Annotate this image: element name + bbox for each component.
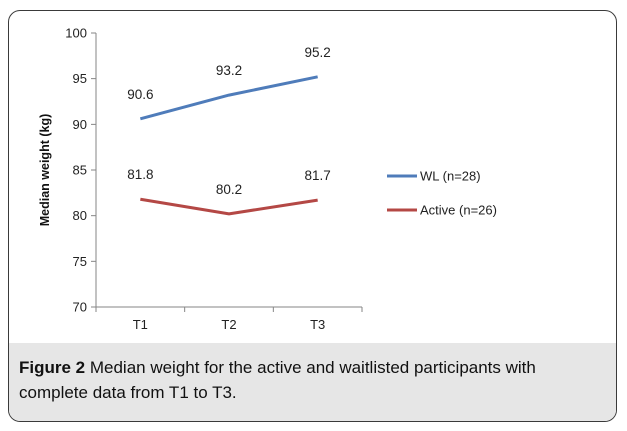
series-line-active bbox=[140, 197, 318, 216]
data-label: 90.6 bbox=[127, 87, 153, 102]
data-label: 80.2 bbox=[216, 182, 242, 197]
data-label: 81.8 bbox=[127, 167, 153, 182]
figure-caption-text: Median weight for the active and waitlis… bbox=[19, 358, 536, 402]
x-tick-label: T1 bbox=[133, 317, 148, 332]
x-axis-title: Assessments bbox=[189, 341, 270, 343]
x-tick-label: T3 bbox=[310, 317, 325, 332]
data-label: 81.7 bbox=[305, 168, 331, 183]
figure-caption: Figure 2 Median weight for the active an… bbox=[19, 355, 609, 405]
figure-caption-label: Figure 2 bbox=[19, 358, 86, 377]
y-tick-label: 75 bbox=[73, 254, 87, 269]
y-tick-label: 90 bbox=[73, 117, 87, 132]
y-tick-label: 85 bbox=[73, 163, 87, 178]
y-axis-title: Median weight (kg) bbox=[38, 114, 52, 227]
series-line-wl bbox=[139, 75, 318, 121]
y-tick-label: 80 bbox=[73, 208, 87, 223]
figure-panel: 70 75 80 85 90 95 100 T1 T2 T3 Assessments Median w… bbox=[8, 10, 617, 422]
legend-entry: WL (n=28) bbox=[420, 169, 481, 184]
x-tick-label: T2 bbox=[221, 317, 236, 332]
y-tick-label: 95 bbox=[73, 71, 87, 86]
y-tick-label: 70 bbox=[73, 300, 87, 315]
caption-band bbox=[9, 343, 616, 421]
data-label: 93.2 bbox=[216, 63, 242, 78]
line-chart: 70 75 80 85 90 95 100 T1 T2 T3 Assessments Median w… bbox=[38, 26, 497, 344]
data-label: 95.2 bbox=[305, 45, 331, 60]
legend-entry: Active (n=26) bbox=[420, 203, 497, 218]
y-tick-label: 100 bbox=[65, 26, 87, 41]
